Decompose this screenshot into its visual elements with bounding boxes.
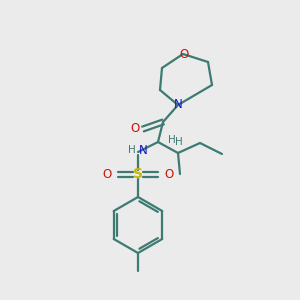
Text: N: N bbox=[174, 98, 182, 110]
Text: O: O bbox=[179, 47, 189, 61]
Text: O: O bbox=[164, 167, 174, 181]
Text: N: N bbox=[139, 143, 147, 157]
Text: H: H bbox=[168, 135, 176, 145]
Text: H: H bbox=[175, 137, 183, 147]
Text: H: H bbox=[128, 145, 136, 155]
Text: S: S bbox=[133, 167, 143, 181]
Text: O: O bbox=[130, 122, 140, 136]
Text: O: O bbox=[102, 167, 112, 181]
